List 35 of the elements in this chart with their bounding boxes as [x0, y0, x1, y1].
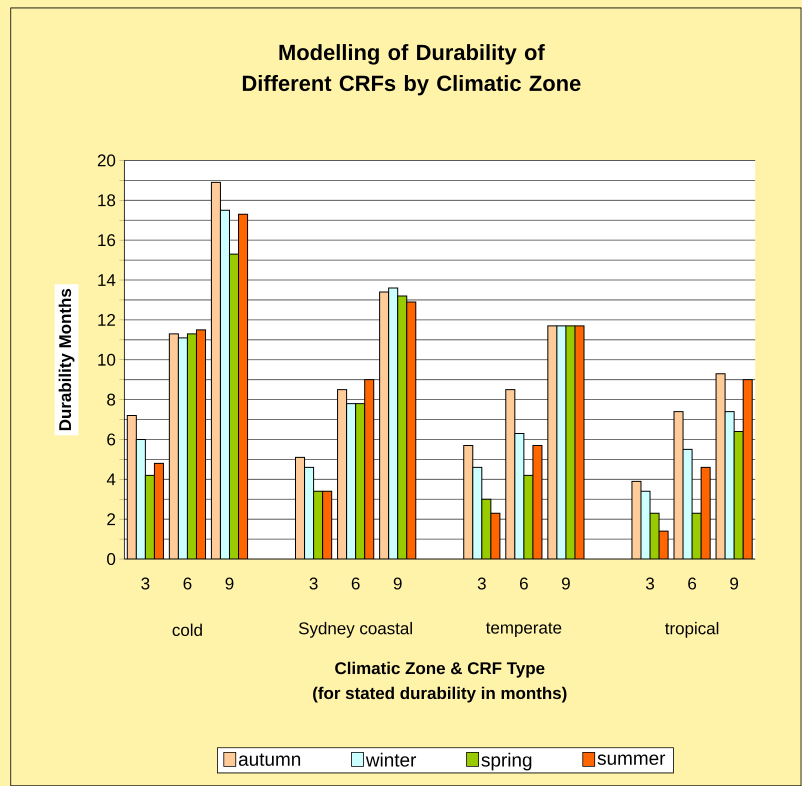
text: temperate [486, 622, 562, 637]
y-tick-label: 12 [98, 314, 115, 326]
y-axis-title: Durability Months [58, 288, 74, 430]
x-tick-label: 6 [520, 577, 528, 590]
x-tick-label: 3 [141, 577, 150, 590]
x-tick-label: 3 [478, 577, 486, 590]
x-tick-label: 6 [352, 577, 360, 590]
x-tick-label: 6 [184, 577, 192, 590]
y-tick-label: 0 [107, 552, 116, 565]
legend-label: spring [481, 752, 532, 770]
x-tick-label: 6 [688, 577, 696, 590]
x-tick-label: 9 [226, 577, 234, 590]
text: tropical [665, 622, 718, 638]
y-tick-label: 16 [98, 234, 116, 246]
x-tick-label: 3 [646, 577, 654, 590]
legend-label: autumn [238, 753, 300, 766]
y-tick-label: 10 [98, 354, 116, 366]
text: Sydney coastal [298, 622, 412, 638]
x-axis-title: Climatic Zone & CRF Type [335, 662, 544, 678]
y-tick-label: 6 [107, 433, 116, 446]
y-tick-label: 8 [107, 393, 116, 406]
text: (for stated durability in months) [313, 686, 566, 702]
y-tick-label: 20 [98, 154, 116, 166]
x-tick-label: 3 [310, 577, 318, 590]
y-tick-label: 14 [98, 274, 116, 286]
y-tick-label: 2 [107, 513, 115, 525]
y-tick-label: 4 [106, 473, 116, 486]
chart-title: Modelling of Durability of Different CRFs by Climatic Zone [242, 44, 581, 96]
x-tick-label: 9 [394, 577, 402, 590]
text: cold [172, 623, 202, 636]
x-tick-label: 9 [562, 577, 570, 590]
legend-label: winter [366, 752, 416, 767]
x-tick-label: 9 [730, 577, 738, 590]
legend-label: summer [598, 754, 666, 765]
y-tick-label: 18 [98, 194, 116, 206]
